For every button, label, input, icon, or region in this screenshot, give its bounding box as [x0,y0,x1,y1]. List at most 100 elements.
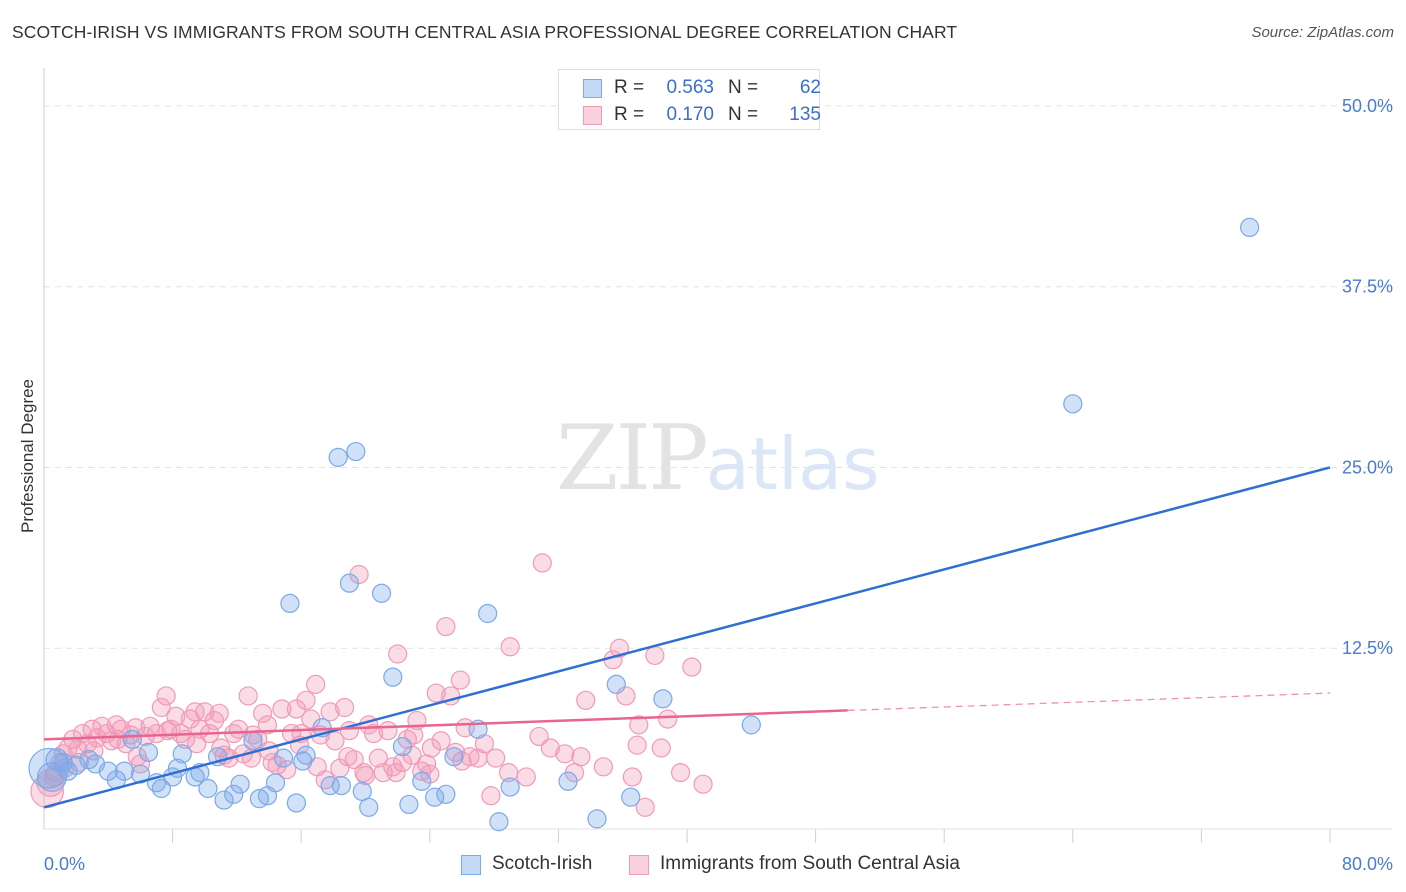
data-point [571,747,591,767]
watermark-atlas: atlas [705,422,880,506]
series-scotch-irish [28,217,1260,832]
data-point [378,721,398,741]
data-point [352,781,372,802]
trend-line-0 [43,466,1331,809]
data-point [368,748,388,768]
data-point [272,699,292,719]
data-point [629,715,649,735]
data-point [500,777,520,797]
legend-n-label: N = [728,104,759,125]
data-point [420,764,440,784]
data-point [146,723,167,744]
data-point [593,757,614,777]
data-point [273,748,294,768]
legend-r-label: R = [614,77,645,98]
data-point [243,731,263,751]
data-point [500,637,520,657]
legend-swatch-south-central-asia [629,855,649,875]
data-point [293,751,313,771]
axes [43,68,1392,843]
chart-source: Source: ZipAtlas.com [1251,24,1394,41]
data-point [450,670,470,690]
data-point [540,738,560,758]
data-point [138,742,159,762]
data-point [426,683,446,703]
data-point [486,748,506,768]
zipatlas-watermark: ZIPatlas [556,406,880,511]
data-point [444,747,464,767]
data-point [151,697,171,718]
legend-r-label: R = [614,104,645,125]
data-point [651,738,671,758]
data-point [335,697,355,718]
data-point [670,762,691,783]
data-point [421,738,442,758]
data-point [741,715,761,735]
legend-label-south-central-asia: Immigrants from South Central Asia [660,853,960,874]
data-point [587,809,607,829]
legend-n-value: 62 [799,77,821,98]
data-point [328,447,348,467]
data-point [555,744,575,764]
data-point [431,731,451,751]
data-point [339,573,360,593]
data-point [185,702,205,722]
data-point [253,703,273,723]
tick-labels: 12.5% 25.0% 37.5% 50.0% 0.0% 80.0% [44,96,1393,874]
data-point [635,797,655,817]
data-point [1063,394,1083,414]
data-point [320,776,340,796]
data-point [383,757,403,777]
data-point [156,686,176,706]
data-point [114,761,134,781]
data-point [436,784,456,804]
y-tick-label: 50.0% [1342,96,1393,116]
data-point [392,752,413,773]
data-point [277,760,297,780]
data-point [386,762,406,783]
data-point [645,645,665,666]
data-point [576,690,596,710]
series-legend: Scotch-Irish Immigrants from South Centr… [0,852,1406,876]
legend-swatch-scotch-irish [583,79,602,98]
data-point [529,726,549,747]
data-point [498,762,519,783]
legend-label-scotch-irish: Scotch-Irish [492,853,593,874]
data-point [158,721,178,741]
data-point [658,709,678,729]
data-point [36,768,65,797]
x-tick-label-max: 80.0% [1342,854,1393,874]
data-point [388,644,408,664]
data-point [230,774,250,794]
data-point [425,787,445,807]
correlation-legend: R = 0.563 N = 62 R = 0.170 N = 135 [558,69,821,130]
data-point [606,674,626,694]
data-point [399,794,419,815]
data-point [209,703,229,723]
data-point [621,787,641,807]
data-point [166,706,186,726]
legend-swatch-scotch-irish [461,855,481,875]
data-point [346,441,366,462]
legend-r-value: 0.563 [666,77,714,98]
data-point [359,797,379,817]
data-point [198,778,218,799]
data-point [622,767,642,787]
data-point [325,731,345,751]
data-point [307,757,327,777]
data-point [392,736,413,757]
data-point [122,729,143,749]
data-point [265,773,286,793]
data-point [224,784,244,804]
data-point [151,778,171,799]
data-point [627,735,647,755]
data-point [286,793,306,813]
data-point [296,690,316,710]
data-point [532,553,552,573]
data-point [238,686,258,706]
x-tick-label-min: 0.0% [44,854,85,874]
legend-swatch-south-central-asia [583,106,602,125]
data-point [306,674,326,694]
data-point [296,745,316,765]
